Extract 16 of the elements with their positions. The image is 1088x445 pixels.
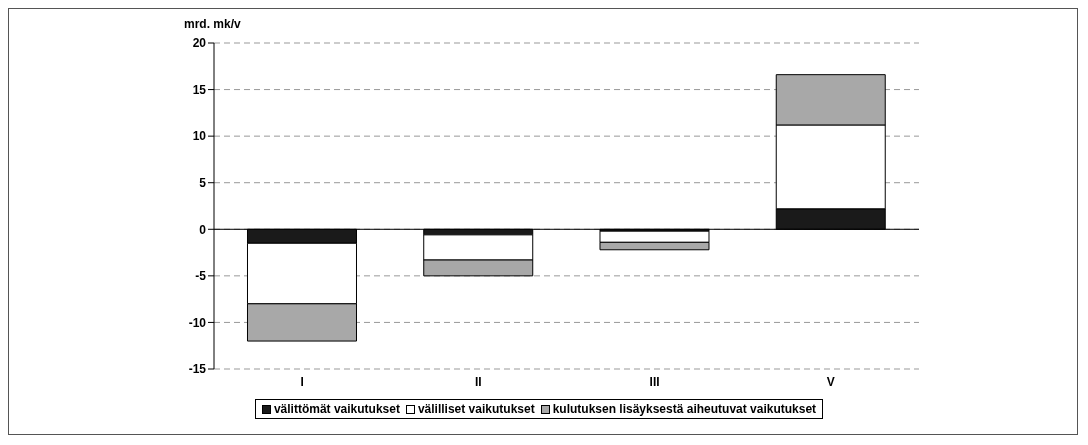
y-axis-title: mrd. mk/v bbox=[184, 17, 241, 31]
legend-label: välittömät vaikutukset bbox=[273, 402, 400, 416]
y-tick-label: -10 bbox=[188, 315, 207, 330]
x-tick-label: III bbox=[649, 374, 660, 389]
legend-label: välilliset vaikutukset bbox=[417, 402, 535, 416]
x-tick-label: II bbox=[475, 374, 482, 389]
y-tick-label: 20 bbox=[192, 36, 207, 51]
y-tick-label: 0 bbox=[199, 222, 207, 237]
y-tick-label: 10 bbox=[192, 129, 207, 144]
x-tick-label: I bbox=[300, 374, 304, 389]
y-tick-label: 15 bbox=[192, 82, 207, 97]
y-tick-label: -5 bbox=[195, 269, 207, 284]
y-tick-label: 5 bbox=[199, 175, 207, 190]
x-tick-label: V bbox=[826, 374, 835, 389]
legend-label: kulutuksen lisäyksestä aiheutuvat vaikutukset bbox=[552, 402, 817, 416]
y-tick-label: -15 bbox=[188, 362, 207, 377]
